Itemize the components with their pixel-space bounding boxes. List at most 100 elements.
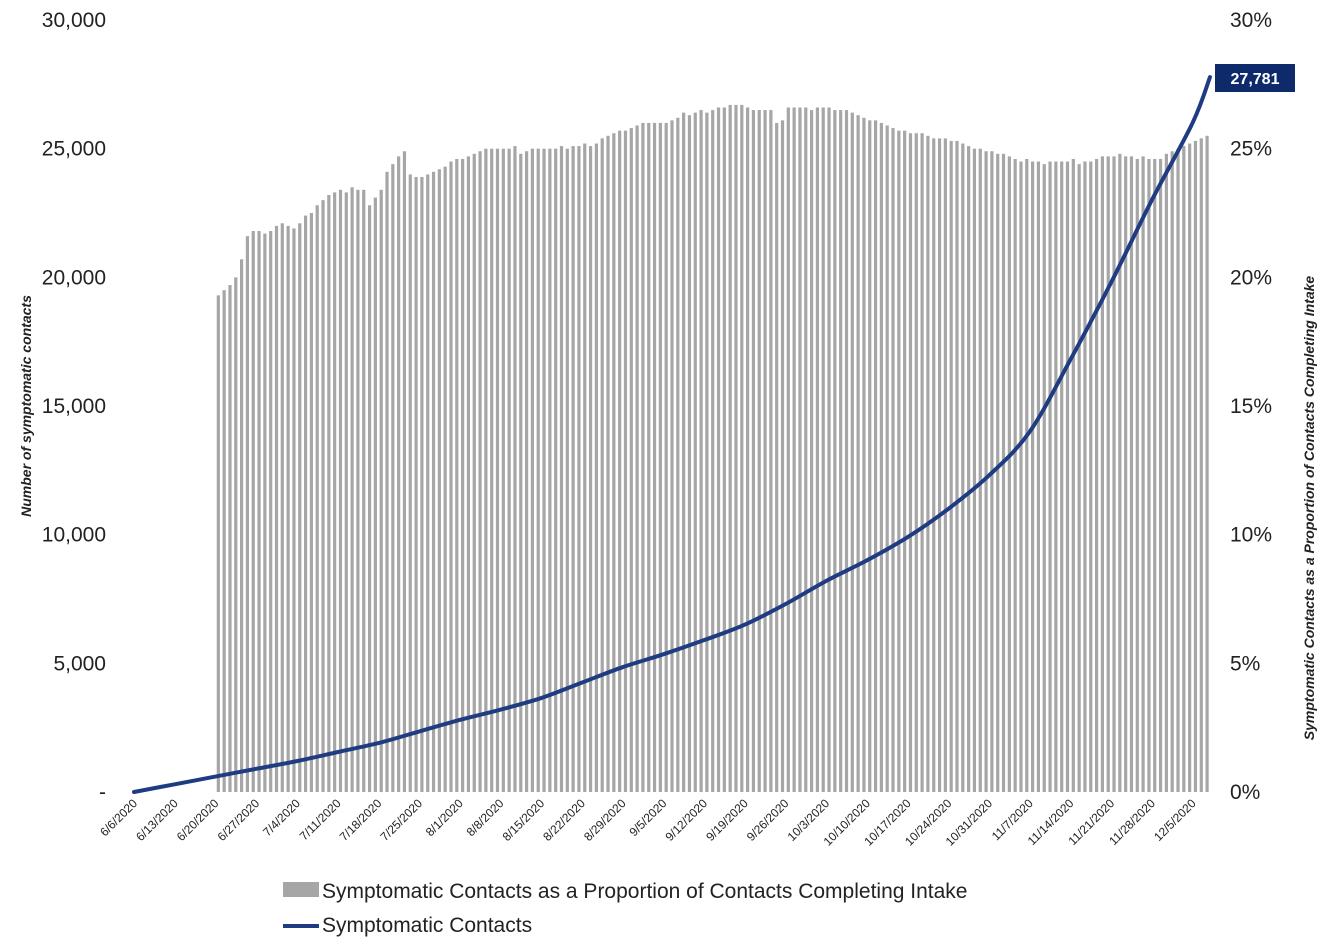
bar: [1153, 158, 1157, 792]
bar: [455, 158, 459, 792]
bar: [1054, 161, 1058, 792]
bar: [408, 174, 412, 792]
x-tick-label: 12/5/2020: [1151, 796, 1199, 844]
bar: [775, 122, 779, 793]
x-tick-label: 9/12/2020: [662, 796, 710, 844]
bar: [1193, 140, 1198, 792]
bar: [1124, 156, 1128, 792]
bar: [920, 133, 924, 793]
left-axis-ticks: - 5,000 10,000 15,000 20,000 25,000 30,000: [42, 9, 106, 804]
bar: [240, 259, 244, 792]
bar: [443, 166, 447, 792]
bar: [530, 148, 535, 793]
bar: [1048, 161, 1052, 792]
bar: [1106, 156, 1110, 792]
bar: [431, 171, 436, 792]
bar: [734, 104, 738, 793]
bar: [804, 107, 808, 793]
bar: [234, 277, 238, 793]
bar: [309, 213, 313, 792]
bar: [484, 148, 488, 793]
bar: [1025, 158, 1029, 792]
right-axis-title: Symptomatic Contacts as a Proportion of …: [1301, 276, 1317, 741]
bar: [757, 110, 761, 792]
bar: [1042, 164, 1046, 793]
bar: [577, 146, 581, 793]
x-tick-label: 9/26/2020: [744, 796, 792, 844]
bar: [716, 107, 721, 793]
bar: [594, 143, 598, 792]
bar: [961, 143, 965, 792]
bar: [722, 107, 726, 793]
bar: [658, 122, 662, 793]
bar: [978, 148, 982, 793]
bar: [984, 151, 988, 793]
bar: [1001, 153, 1006, 792]
bar: [420, 176, 424, 793]
bar: [839, 110, 843, 792]
bar: [588, 146, 593, 793]
bar: [937, 138, 942, 792]
bar: [414, 176, 418, 793]
bar: [1019, 161, 1023, 792]
right-tick-label: 25%: [1230, 138, 1272, 161]
bar: [740, 104, 744, 793]
bar: [507, 148, 511, 793]
bar: [362, 189, 366, 793]
bar: [926, 135, 930, 793]
bar-series: [216, 104, 1209, 793]
legend-label-bars: Symptomatic Contacts as a Proportion of …: [322, 880, 967, 903]
bar: [303, 215, 308, 792]
bar: [513, 146, 517, 793]
bar: [1164, 153, 1168, 792]
right-tick-label: 5%: [1230, 652, 1260, 675]
bar: [542, 148, 546, 793]
bar: [827, 107, 831, 793]
bar: [891, 128, 895, 792]
bar: [1007, 156, 1011, 792]
bar: [1083, 161, 1087, 792]
bar: [1060, 161, 1064, 792]
symptomatic-contacts-line: [132, 75, 1212, 794]
bar: [571, 146, 575, 793]
bar: [466, 156, 471, 792]
bar: [780, 120, 785, 793]
bar: [1077, 164, 1081, 793]
bar: [321, 200, 325, 792]
right-tick-label: 0%: [1230, 781, 1260, 804]
left-tick-label: 30,000: [42, 9, 106, 32]
bar: [583, 143, 587, 792]
bar: [565, 148, 569, 793]
bar: [350, 187, 354, 792]
legend: Symptomatic Contacts as a Proportion of …: [283, 880, 967, 937]
bar: [967, 146, 971, 793]
bar: [1071, 158, 1075, 792]
bar: [856, 115, 860, 792]
bar: [472, 153, 476, 792]
x-tick-label: 8/1/2020: [423, 796, 466, 839]
right-tick-label: 20%: [1230, 266, 1272, 289]
bar: [327, 194, 331, 793]
bar: [501, 148, 505, 793]
bar: [338, 189, 343, 793]
bar: [879, 122, 883, 793]
bar: [606, 135, 610, 793]
bar: [809, 110, 814, 792]
bar: [379, 189, 383, 793]
bar: [815, 107, 820, 793]
bar: [1135, 158, 1139, 792]
left-tick-label: 25,000: [42, 138, 106, 161]
bar: [1013, 158, 1017, 792]
bar: [1118, 153, 1122, 792]
bar: [391, 164, 395, 793]
bar: [612, 133, 616, 793]
bar: [682, 112, 686, 792]
right-tick-label: 30%: [1230, 9, 1272, 32]
bar: [437, 169, 441, 792]
left-tick-label: 5,000: [53, 652, 106, 675]
bar: [251, 231, 255, 792]
bar: [1065, 161, 1070, 792]
bar: [536, 148, 540, 793]
bar: [1188, 143, 1192, 792]
